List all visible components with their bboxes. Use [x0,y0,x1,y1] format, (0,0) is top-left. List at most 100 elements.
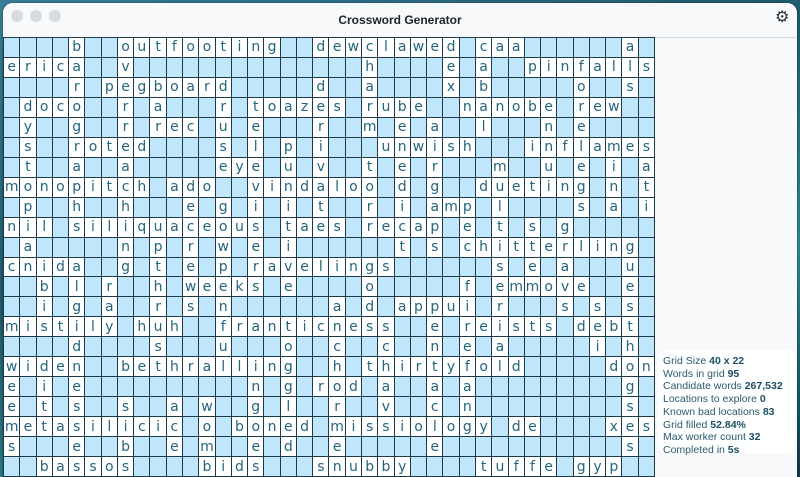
blank-cell [573,337,589,357]
letter-cell: r [199,77,215,97]
blank-cell [296,457,313,476]
blank-cell [85,337,101,357]
letter-cell: w [199,397,215,417]
letter-cell: u [280,157,296,177]
blank-cell [329,197,345,217]
stat-value: 267,532 [744,380,783,393]
letter-cell: l [215,357,231,377]
blank-cell [231,177,248,197]
blank-cell [215,377,231,397]
blank-cell [622,157,638,177]
letter-cell: h [362,57,378,77]
blank-cell [508,57,524,77]
blank-cell [101,38,117,57]
letter-cell: o [199,177,215,197]
letter-cell: y [443,357,459,377]
letter-cell: r [117,97,134,117]
blank-cell [20,377,36,397]
blank-cell [541,377,557,397]
letter-cell: d [215,77,231,97]
letter-cell: e [69,437,85,457]
blank-cell [101,57,117,77]
letter-cell: s [573,197,589,217]
letter-cell: a [622,38,638,57]
blank-cell [296,57,313,77]
blank-cell [20,77,36,97]
letter-cell: a [427,377,443,397]
blank-cell [427,257,443,277]
letter-cell: o [20,177,36,197]
stat-value: 52.84% [710,418,746,431]
stat-value: 95 [727,367,740,380]
blank-cell [459,457,475,476]
blank-cell [199,337,215,357]
letter-cell: u [622,257,638,277]
letter-cell: s [443,137,459,157]
blank-cell [199,297,215,317]
blank-cell [329,117,345,137]
letter-cell: w [4,357,20,377]
blank-cell [101,97,117,117]
letter-cell: m [524,277,541,297]
letter-cell: s [492,257,508,277]
letter-cell: a [508,38,524,57]
blank-cell [183,337,199,357]
blank-cell [296,297,313,317]
letter-cell: s [362,417,378,437]
letter-cell: f [459,357,475,377]
blank-cell [231,97,248,117]
letter-cell: n [248,38,264,57]
blank-cell [231,117,248,137]
letter-cell: e [508,177,524,197]
blank-cell [443,437,459,457]
letter-cell: p [524,57,541,77]
letter-cell: c [475,38,492,57]
letter-cell: c [117,177,134,197]
letter-cell: e [573,117,589,137]
letter-cell: s [329,217,345,237]
blank-cell [183,137,199,157]
minimize-button[interactable] [30,10,42,22]
blank-cell [134,57,150,77]
blank-cell [134,297,150,317]
blank-cell [166,337,183,357]
letter-cell: s [362,317,378,337]
letter-cell: g [622,237,638,257]
blank-cell [573,417,589,437]
letter-cell: s [85,457,101,476]
letter-cell: b [36,277,52,297]
letter-cell: b [150,77,166,97]
letter-cell: g [280,357,296,377]
letter-cell: a [264,257,280,277]
letter-cell: w [215,237,231,257]
blank-cell [459,38,475,57]
letter-cell: h [134,177,150,197]
blank-cell [459,257,475,277]
letter-cell: e [345,317,362,337]
letter-cell: d [362,297,378,317]
blank-cell [345,277,362,297]
letter-cell: c [378,337,394,357]
letter-cell: r [69,137,85,157]
blank-cell [264,277,280,297]
letter-cell: s [378,417,394,437]
letter-cell: r [557,237,573,257]
letter-cell: x [606,417,622,437]
stat-row: Words in grid 95 [663,368,790,381]
close-button[interactable] [11,10,23,22]
letter-cell: h [459,137,475,157]
letter-cell: n [215,297,231,317]
letter-cell: a [589,137,606,157]
zoom-button[interactable] [49,10,61,22]
gear-icon[interactable]: ⚙ [775,9,790,26]
blank-cell [134,257,150,277]
letter-cell: b [231,417,248,437]
letter-cell: s [638,137,654,157]
blank-cell [443,117,459,137]
stat-row: Known bad locations 83 [663,406,790,419]
blank-cell [166,57,183,77]
letter-cell: i [117,417,134,437]
stat-label: Completed in [663,443,725,456]
letter-cell: d [69,337,85,357]
blank-cell [4,137,20,157]
